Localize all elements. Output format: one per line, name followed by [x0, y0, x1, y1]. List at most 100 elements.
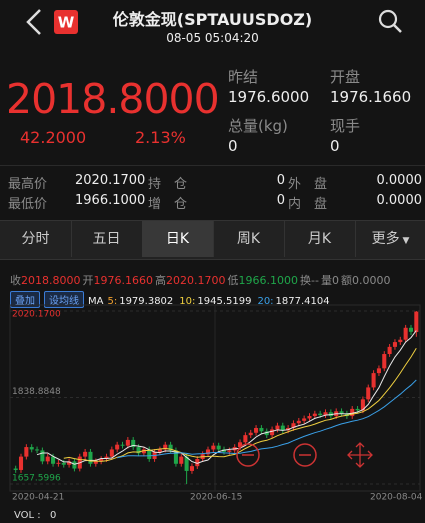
candle-body	[40, 450, 45, 462]
candle-body	[259, 427, 264, 432]
tab[interactable]: 月K	[284, 221, 356, 257]
candle-body	[115, 444, 120, 450]
app-icon-letter: W	[58, 14, 75, 32]
row-cell: 增 仓	[148, 197, 188, 212]
search-button[interactable]	[378, 9, 398, 29]
candle-body	[302, 418, 307, 421]
button[interactable]: 叠加	[10, 291, 40, 308]
candle-body	[238, 442, 243, 448]
candle-body	[109, 449, 114, 457]
row-cell: 内 盘	[288, 197, 328, 212]
row-cell: 外 盘	[288, 177, 328, 192]
candle-body	[72, 461, 77, 469]
candle-body	[221, 449, 227, 452]
candle-body	[360, 399, 365, 411]
change: 42.2000	[20, 128, 87, 147]
info-value: 0	[331, 274, 339, 287]
change-pct: 2.13%	[135, 128, 186, 147]
row-cell: 0.0000	[376, 193, 423, 208]
field-label: 开盘	[330, 68, 361, 86]
time: 08-05 05:04:20	[166, 31, 259, 45]
kline-chart: 2020.1700 1838.8848 1657.5996 2020-04-21 202…	[9, 304, 423, 521]
app-icon	[54, 10, 78, 34]
candle-body	[254, 427, 259, 433]
candle-body	[157, 449, 162, 452]
candle-body	[195, 458, 200, 467]
y-tick-label: 1838.8848	[12, 387, 61, 397]
candle-body	[67, 461, 72, 465]
field-label: 昨结	[228, 68, 259, 86]
ma-row: 叠加 设均线 MA 5: 1979.3802 10: 1945.5199 20: 1877.41…	[10, 291, 336, 308]
candle-body	[29, 447, 34, 450]
ma-value: 1979.3802	[119, 296, 174, 307]
candle-body	[104, 456, 109, 459]
ma-label: 5:	[107, 296, 118, 307]
info-value: 0.0000	[351, 274, 391, 287]
candle-body	[93, 461, 98, 464]
candle-body	[270, 429, 275, 436]
tab[interactable]: 分时	[0, 221, 72, 257]
candle-body	[136, 447, 141, 454]
info-label: 量	[320, 274, 332, 287]
candle-body	[403, 327, 408, 340]
info-label: 低	[227, 274, 239, 287]
field-value: 0	[330, 137, 340, 155]
row-cell: 2020.1700	[75, 173, 146, 188]
field-label: 现手	[330, 117, 361, 135]
row-cell: 0	[276, 193, 285, 208]
candle-body	[227, 450, 232, 452]
vol-label: VOL :	[14, 510, 41, 521]
tab[interactable]: 日K	[142, 221, 214, 257]
candle-body	[318, 413, 323, 416]
tab[interactable]: 五日	[71, 221, 143, 257]
price: 2018.8000	[6, 75, 220, 123]
candle-body	[45, 456, 50, 462]
candle-body	[13, 468, 18, 470]
candle-body	[408, 327, 414, 332]
candle-body	[99, 458, 104, 462]
candle-body	[88, 451, 93, 464]
row-cell: 1966.1000	[75, 193, 146, 208]
candle-body	[376, 368, 381, 374]
tab[interactable]: 更多 ▼	[355, 221, 425, 257]
candle-body	[371, 373, 376, 388]
candle-body	[189, 466, 194, 471]
info-label: 换	[300, 274, 311, 287]
tab[interactable]: 周K	[213, 221, 285, 257]
candle-body	[147, 449, 152, 459]
header-icons: W	[26, 9, 402, 35]
vol-value: 0	[50, 510, 56, 521]
candle-body	[83, 451, 88, 457]
candle-body	[275, 425, 280, 430]
info-label: 额	[340, 274, 352, 287]
dropdown-arrow: ▼	[399, 236, 410, 246]
candle-body	[264, 431, 269, 436]
candle-body	[387, 346, 392, 355]
candle-body	[366, 387, 371, 400]
ma-value: 1945.5199	[197, 296, 252, 307]
row-cell: 0	[276, 173, 285, 188]
info-label: 高	[155, 274, 166, 287]
divider	[0, 165, 425, 166]
button[interactable]: 设均线	[44, 291, 84, 308]
info-label: 开	[82, 274, 94, 287]
candle-body	[355, 408, 360, 411]
info-value: 2018.8000	[21, 274, 81, 287]
candle-body	[243, 435, 248, 443]
candle-body	[125, 439, 130, 446]
zoom-out[interactable]	[236, 443, 260, 467]
candle-body	[184, 456, 189, 471]
candle-body	[61, 462, 66, 465]
row-cell: 最高价	[8, 177, 48, 192]
move-tool[interactable]	[347, 442, 373, 468]
candle-body	[280, 425, 285, 431]
candle-body	[307, 416, 312, 419]
zoom-in[interactable]	[293, 443, 317, 467]
kline-info: 收2018.8000 开1976.1660 高2020.1700 低1966.1000…	[10, 272, 392, 288]
candle-body	[312, 413, 317, 417]
back-button[interactable]	[26, 9, 41, 35]
chart-tools	[236, 442, 373, 468]
info-value: 1966.1000	[238, 274, 299, 287]
field-value: 1976.1660	[330, 88, 412, 106]
ma-label: 10:	[179, 296, 196, 307]
